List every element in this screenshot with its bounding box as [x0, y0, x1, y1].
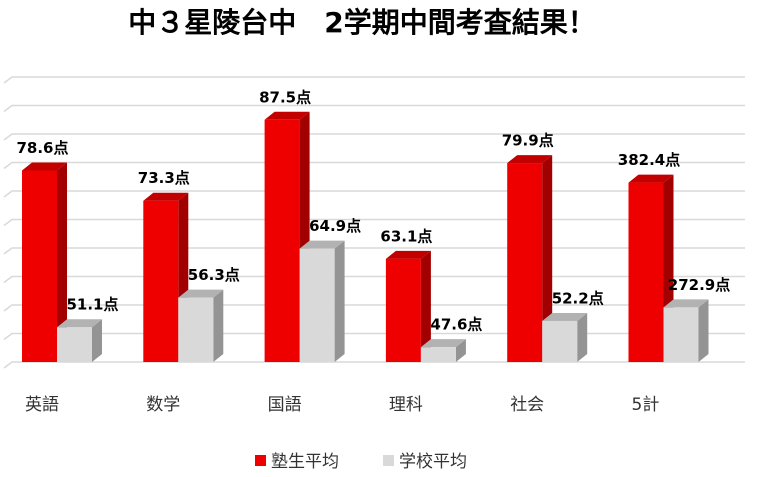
bar-top: [178, 289, 224, 298]
grid-line: [3, 247, 745, 255]
value-label: 51.1点: [66, 296, 118, 314]
bar-front: [178, 297, 214, 362]
bar-top: [57, 319, 102, 328]
value-label: 73.3点: [138, 169, 190, 187]
bar-top: [299, 240, 345, 249]
bar-front: [385, 258, 421, 362]
bar-front: [143, 200, 179, 362]
value-label: 382.4点: [618, 151, 680, 169]
bar-top: [22, 162, 67, 171]
bar-top: [663, 299, 709, 308]
bar: [385, 250, 431, 362]
legend-label: 塾生平均: [271, 451, 339, 472]
legend-swatch: [383, 455, 394, 466]
value-label: 79.9点: [502, 132, 554, 150]
bar-side: [92, 319, 102, 362]
bar-front: [507, 163, 543, 362]
value-label: 64.9点: [309, 217, 361, 235]
grid-line: [3, 275, 745, 284]
x-tick-label: 5計: [632, 395, 660, 415]
bar-front: [542, 320, 578, 362]
bar: [663, 299, 709, 362]
bar-top: [542, 312, 588, 321]
value-label: 47.6点: [430, 316, 482, 334]
bar-front: [264, 119, 300, 362]
bar-front: [628, 182, 664, 362]
bar: [542, 312, 588, 362]
bar-side: [698, 299, 709, 362]
x-tick-label: 数学: [146, 395, 180, 415]
bar-side: [213, 289, 224, 362]
grid-line: [3, 361, 745, 369]
bar: [57, 319, 102, 362]
bar-front: [22, 170, 57, 362]
bar-front: [57, 327, 92, 362]
grid-line: [3, 218, 745, 227]
bar-top: [507, 155, 553, 164]
value-label: 87.5点: [259, 88, 311, 106]
bar-top: [264, 111, 310, 120]
bar-top: [420, 339, 466, 348]
bar-side: [420, 250, 431, 362]
bar: [299, 240, 345, 362]
value-label: 272.9点: [668, 276, 730, 294]
bar: [507, 155, 553, 362]
grid-line: [3, 161, 745, 170]
chart-title: 中３星陵台中 2学期中間考査結果！: [128, 6, 595, 39]
legend-label: 学校平均: [399, 452, 467, 472]
value-label: 63.1点: [380, 227, 432, 245]
x-tick-label: 国語: [268, 395, 302, 415]
bar-top: [628, 174, 674, 183]
x-tick-label: 理科: [389, 395, 423, 415]
bar-front: [299, 248, 335, 362]
grid-line: [3, 190, 745, 198]
bar-side: [57, 162, 67, 362]
value-label: 56.3点: [188, 266, 240, 284]
bar-top: [143, 192, 189, 201]
x-tick-label: 英語: [25, 395, 59, 415]
legend-swatch: [255, 455, 266, 466]
grid-line: [3, 133, 745, 141]
bar: [178, 289, 224, 362]
bar-front: [420, 347, 456, 362]
bar: [420, 339, 466, 362]
value-label: 78.6点: [16, 139, 68, 157]
bar-side: [455, 339, 466, 362]
bar-side: [577, 312, 588, 362]
grid-line: [3, 76, 745, 84]
bar-side: [542, 155, 553, 362]
bar-front: [663, 307, 699, 362]
x-tick-label: 社会: [510, 395, 544, 415]
grid-line: [3, 304, 745, 312]
bar: [22, 162, 67, 362]
grid-line: [3, 332, 745, 341]
value-label: 52.2点: [552, 289, 604, 307]
bar-top: [385, 250, 431, 259]
bar-side: [334, 240, 345, 362]
grid-line: [3, 104, 745, 113]
